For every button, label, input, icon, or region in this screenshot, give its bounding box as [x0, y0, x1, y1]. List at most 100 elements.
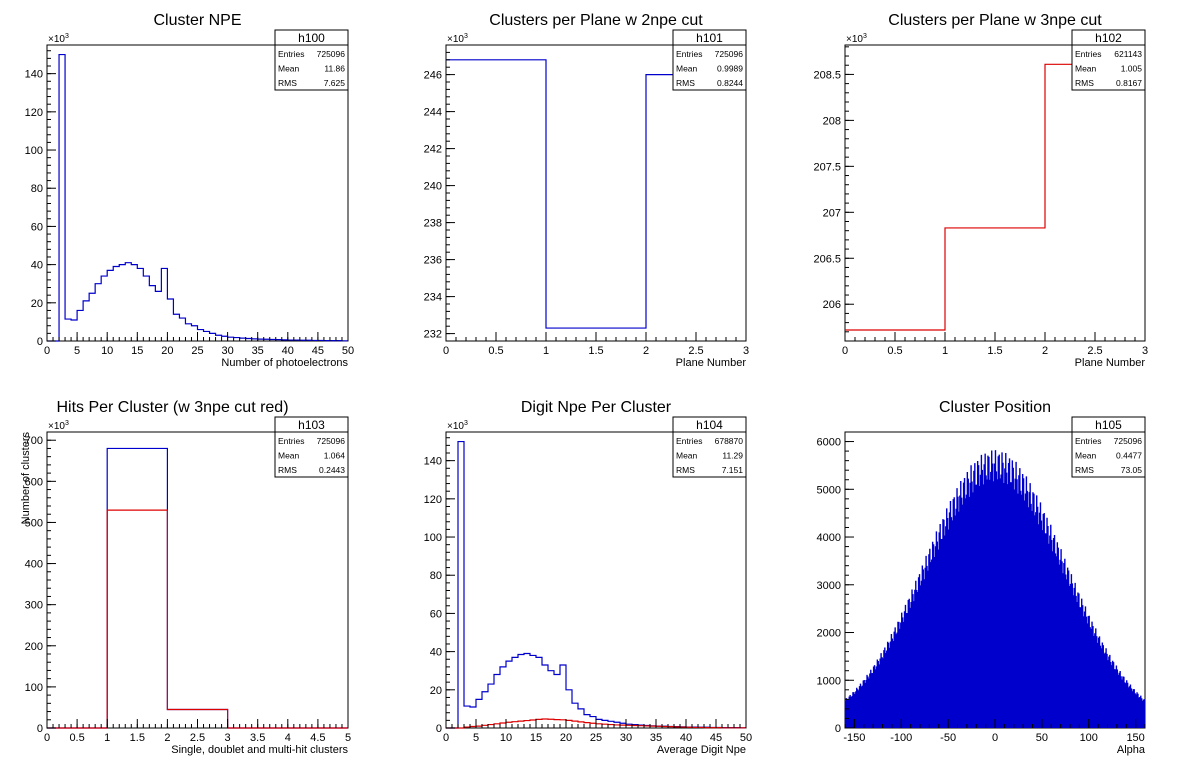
- stats-value-mean: 1.064: [324, 451, 346, 461]
- x-tick-label: 1: [104, 732, 110, 744]
- y-tick-label: 0: [835, 723, 841, 735]
- exponent-power: 3: [464, 420, 468, 427]
- stats-label-entries: Entries: [1075, 436, 1101, 446]
- x-tick-label: 50: [740, 732, 752, 744]
- histogram-series-0: [446, 440, 746, 729]
- stats-value-mean: 0.4477: [1116, 451, 1142, 461]
- x-tick-label: 150: [1126, 732, 1144, 744]
- x-tick-label: 35: [650, 732, 662, 744]
- x-tick-label: 3: [1142, 345, 1148, 357]
- y-tick-label: 200: [25, 641, 43, 653]
- y-tick-label: 244: [424, 107, 442, 119]
- y-tick-label: 206: [823, 299, 841, 311]
- exponent-base: ×10: [48, 34, 65, 45]
- stats-box-frame: [274, 29, 349, 91]
- exponent-base: ×10: [447, 421, 464, 432]
- x-axis-label: Number of photoelectrons: [221, 357, 348, 369]
- y-exponent-label: ×103: [447, 420, 468, 432]
- histogram-series-1: [47, 509, 348, 729]
- stats-value-rms: 0.2443: [319, 465, 345, 475]
- stats-box-frame: [672, 416, 747, 478]
- stats-box: h103 Entries 725096 Mean 1.064 RMS 0.2443: [274, 416, 349, 478]
- x-tick-label: 2: [1042, 345, 1048, 357]
- y-tick-label: 246: [424, 70, 442, 82]
- stats-label-rms: RMS: [676, 78, 695, 88]
- y-tick-label: 600: [25, 476, 43, 488]
- y-tick-label: 3000: [817, 580, 841, 592]
- y-tick-label: 140: [25, 69, 43, 81]
- stats-box-frame: [1071, 29, 1146, 91]
- chart-title: Clusters per Plane w 3npe cut: [888, 12, 1102, 29]
- y-tick-label: 140: [424, 456, 442, 468]
- stats-value-entries: 678870: [715, 436, 744, 446]
- exponent-power: 3: [863, 33, 867, 40]
- y-tick-label: 20: [430, 685, 442, 697]
- x-tick-label: 3: [225, 732, 231, 744]
- stats-histogram-name: h104: [696, 418, 723, 432]
- histogram-panel-h105: Cluster Position -150 -100 -50 0 50 100 150 0 100…: [817, 399, 1146, 756]
- stats-label-mean: Mean: [676, 64, 698, 74]
- x-tick-label: 25: [590, 732, 602, 744]
- stats-value-entries: 725096: [715, 49, 744, 59]
- exponent-power: 3: [65, 420, 69, 427]
- y-exponent-label: ×103: [48, 33, 69, 45]
- exponent-power: 3: [65, 33, 69, 40]
- x-tick-label: 10: [101, 345, 113, 357]
- stats-label-mean: Mean: [1075, 451, 1097, 461]
- y-tick-label: 242: [424, 144, 442, 156]
- stats-value-rms: 0.8244: [717, 78, 743, 88]
- y-exponent-label: ×103: [447, 33, 468, 45]
- stats-value-mean: 0.9989: [717, 64, 743, 74]
- stats-value-rms: 7.151: [722, 465, 744, 475]
- stats-box: h105 Entries 725096 Mean 0.4477 RMS 73.05: [1071, 416, 1146, 478]
- x-tick-label: 5: [473, 732, 479, 744]
- x-tick-label: 2.5: [190, 732, 205, 744]
- stats-label-entries: Entries: [676, 49, 702, 59]
- x-tick-label: 30: [620, 732, 632, 744]
- y-tick-label: 4000: [817, 532, 841, 544]
- x-tick-label: 0.5: [887, 345, 902, 357]
- stats-box: h101 Entries 725096 Mean 0.9989 RMS 0.8244: [672, 29, 747, 91]
- y-tick-label: 0: [37, 336, 43, 348]
- x-tick-label: 20: [161, 345, 173, 357]
- x-axis-label: Average Digit Npe: [657, 744, 746, 756]
- histogram-series-0: [844, 450, 1146, 728]
- y-tick-label: 234: [424, 292, 442, 304]
- x-axis-label: Plane Number: [676, 357, 747, 369]
- chart-title: Cluster NPE: [153, 12, 241, 29]
- histogram-series-0: [47, 53, 348, 342]
- x-tick-label: 2: [643, 345, 649, 357]
- y-tick-label: 20: [31, 298, 43, 310]
- stats-histogram-name: h100: [298, 31, 325, 45]
- y-tick-label: 2000: [817, 628, 841, 640]
- y-tick-label: 120: [25, 107, 43, 119]
- x-axis-label: Plane Number: [1075, 357, 1146, 369]
- x-tick-label: 2: [164, 732, 170, 744]
- x-tick-label: 0: [992, 732, 998, 744]
- exponent-base: ×10: [447, 34, 464, 45]
- y-tick-label: 120: [424, 494, 442, 506]
- chart-title: Clusters per Plane w 2npe cut: [489, 12, 703, 29]
- x-tick-label: 45: [312, 345, 324, 357]
- histogram-series-0: [845, 63, 1145, 331]
- y-tick-label: 60: [430, 608, 442, 620]
- stats-label-entries: Entries: [278, 49, 304, 59]
- stats-value-mean: 1.005: [1121, 64, 1143, 74]
- stats-box: h102 Entries 621143 Mean 1.005 RMS 0.8167: [1071, 29, 1146, 91]
- x-tick-label: 1: [942, 345, 948, 357]
- stats-value-entries: 725096: [317, 436, 346, 446]
- y-tick-label: 100: [25, 145, 43, 157]
- x-tick-label: 5: [345, 732, 351, 744]
- stats-value-mean: 11.86: [324, 64, 345, 74]
- y-tick-label: 500: [25, 517, 43, 529]
- x-tick-label: 25: [191, 345, 203, 357]
- stats-histogram-name: h105: [1095, 418, 1122, 432]
- y-tick-label: 60: [31, 221, 43, 233]
- stats-label-entries: Entries: [676, 436, 702, 446]
- x-tick-label: 0: [44, 732, 50, 744]
- y-tick-label: 100: [424, 532, 442, 544]
- x-tick-label: 1: [543, 345, 549, 357]
